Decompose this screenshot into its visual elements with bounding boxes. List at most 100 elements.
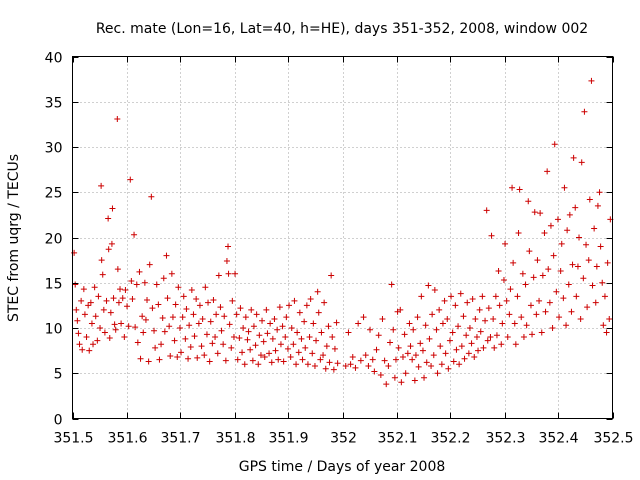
data-point — [469, 296, 476, 303]
data-point — [105, 246, 112, 253]
data-point — [383, 381, 390, 388]
data-point — [236, 334, 243, 341]
data-point — [553, 288, 560, 295]
data-point — [492, 293, 499, 300]
data-point — [109, 205, 116, 212]
data-point — [221, 313, 228, 320]
data-point — [152, 344, 159, 351]
data-point — [419, 347, 426, 354]
data-point — [430, 352, 437, 359]
data-point — [484, 337, 491, 344]
data-point — [142, 316, 149, 323]
data-point — [304, 361, 311, 368]
data-point — [404, 350, 411, 357]
data-point — [511, 320, 518, 327]
data-point — [159, 315, 166, 322]
data-point — [127, 176, 134, 183]
data-point — [362, 352, 369, 359]
data-point — [415, 363, 422, 370]
data-point — [94, 337, 101, 344]
data-point — [217, 304, 224, 311]
x-axis-ticks: 351.5 351.6 351.7 351.8 351.9 352 352.1 352.2 35… — [53, 56, 634, 447]
data-point — [125, 323, 132, 330]
data-point — [263, 306, 270, 313]
data-point — [283, 314, 290, 321]
data-point — [220, 341, 227, 348]
data-point — [504, 334, 511, 341]
data-point — [186, 322, 193, 329]
data-point — [412, 352, 419, 359]
data-point — [302, 344, 309, 351]
data-point — [573, 293, 580, 300]
data-point — [194, 354, 201, 361]
x-tick-label: 351.7 — [160, 431, 200, 447]
data-point — [95, 293, 102, 300]
data-point — [606, 315, 613, 322]
data-point — [121, 334, 128, 341]
data-point — [114, 115, 121, 122]
data-point — [498, 341, 505, 348]
data-point — [218, 327, 225, 334]
data-point — [105, 215, 112, 222]
data-point — [500, 277, 507, 284]
data-point — [360, 314, 367, 321]
data-point — [475, 347, 482, 354]
data-point — [580, 275, 587, 282]
data-point — [395, 344, 402, 351]
data-point — [347, 361, 354, 368]
data-point — [187, 344, 194, 351]
data-point — [406, 320, 413, 327]
data-point — [445, 365, 452, 372]
data-point — [597, 243, 604, 250]
data-point — [299, 356, 306, 363]
data-point — [237, 305, 244, 312]
data-point — [122, 286, 129, 293]
data-point — [242, 314, 249, 321]
data-point — [136, 268, 143, 275]
data-point — [103, 297, 110, 304]
x-tick-label: 351.8 — [215, 431, 255, 447]
x-tick-label: 351.9 — [268, 431, 308, 447]
data-point — [482, 317, 489, 324]
data-point — [533, 311, 540, 318]
data-point — [209, 340, 216, 347]
data-point — [222, 357, 229, 364]
data-point — [401, 331, 408, 338]
data-point — [428, 363, 435, 370]
data-point — [272, 347, 279, 354]
data-point — [514, 293, 521, 300]
data-point — [259, 317, 266, 324]
data-point — [471, 353, 478, 360]
y-tick-label: 10 — [45, 322, 63, 338]
data-point — [277, 341, 284, 348]
data-point — [464, 299, 471, 306]
data-point — [245, 328, 252, 335]
data-point — [446, 337, 453, 344]
data-point — [286, 302, 293, 309]
data-point — [557, 267, 564, 274]
data-point — [438, 361, 445, 368]
data-point — [156, 356, 163, 363]
data-point — [175, 284, 182, 291]
x-tick-label: 351.6 — [107, 431, 147, 447]
data-point — [391, 374, 398, 381]
data-point — [334, 360, 341, 367]
data-point — [392, 356, 399, 363]
data-point — [453, 346, 460, 353]
data-point — [357, 357, 364, 364]
y-tick-label: 0 — [54, 413, 63, 429]
data-point — [276, 304, 283, 311]
data-point — [468, 340, 475, 347]
data-point — [530, 274, 537, 281]
data-point — [544, 168, 551, 175]
data-point — [284, 345, 291, 352]
data-point — [83, 334, 90, 341]
data-point — [536, 297, 543, 304]
data-point — [92, 313, 99, 320]
data-point — [168, 270, 175, 277]
data-point — [551, 141, 558, 148]
data-point — [250, 323, 257, 330]
data-point — [574, 263, 581, 270]
data-point — [79, 346, 86, 353]
data-point — [594, 202, 601, 209]
